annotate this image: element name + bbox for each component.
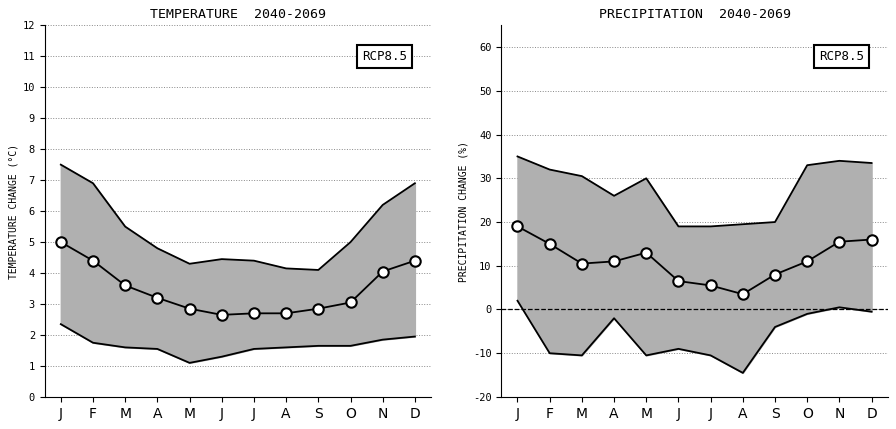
Text: RCP8.5: RCP8.5 bbox=[819, 50, 864, 63]
Title: PRECIPITATION  2040-2069: PRECIPITATION 2040-2069 bbox=[599, 8, 790, 21]
Text: RCP8.5: RCP8.5 bbox=[362, 50, 407, 63]
Y-axis label: PRECIPITATION CHANGE (%): PRECIPITATION CHANGE (%) bbox=[459, 141, 469, 281]
Y-axis label: TEMPERATURE CHANGE (°C): TEMPERATURE CHANGE (°C) bbox=[8, 144, 18, 279]
Title: TEMPERATURE  2040-2069: TEMPERATURE 2040-2069 bbox=[150, 8, 326, 21]
